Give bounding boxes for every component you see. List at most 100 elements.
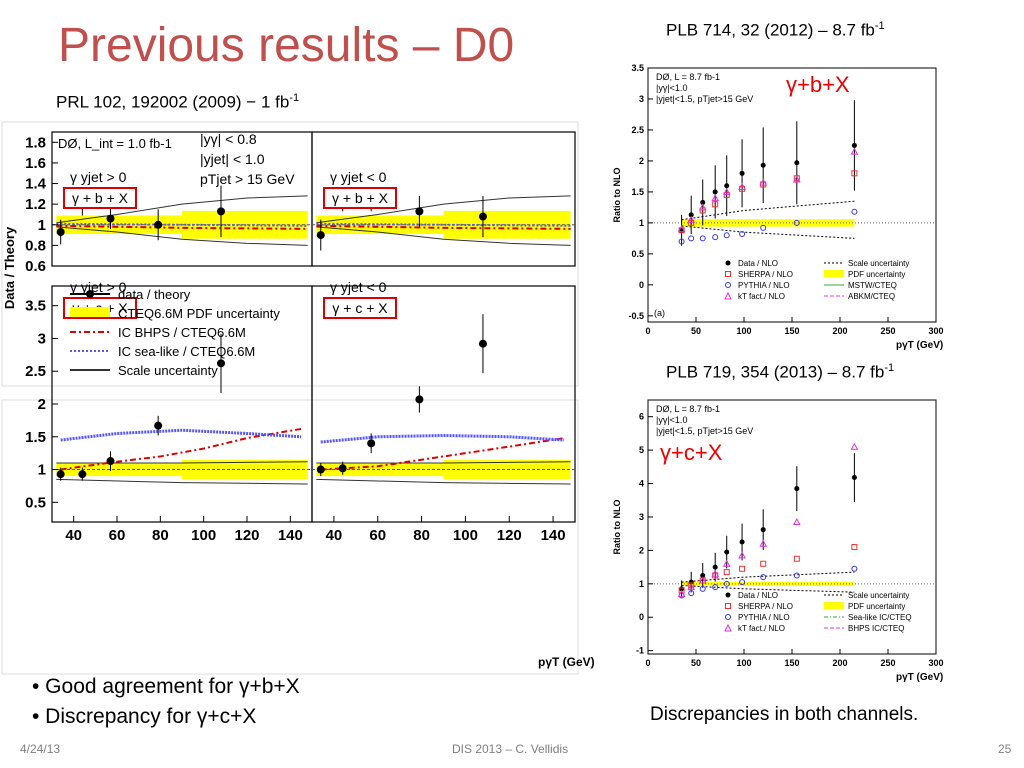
legend-entry: MSTW/CTEQ — [848, 281, 897, 290]
ic-bhps-curve — [316, 224, 571, 230]
pythia-point — [760, 574, 767, 581]
info-line: |yγ|<1.0 — [656, 415, 687, 425]
info-line: |yγ|<1.0 — [656, 83, 687, 93]
sherpa-point — [723, 569, 730, 576]
legend-entry: kT fact./ NLO — [738, 624, 785, 633]
data-point — [851, 475, 857, 481]
kt-point — [722, 187, 731, 195]
legend-marker — [725, 614, 731, 620]
data-point — [739, 539, 745, 545]
sherpa-point — [699, 207, 706, 214]
footer-date: 4/24/13 — [20, 742, 61, 756]
data-point — [316, 231, 325, 240]
scale-uncertainty-curve — [56, 461, 308, 464]
scale-uncertainty-curve — [316, 226, 571, 246]
x-tick-label: 150 — [784, 658, 799, 668]
data-point — [724, 549, 730, 555]
channel-tag-box — [323, 187, 397, 209]
data-point — [56, 470, 65, 479]
y-tick-label: 0.6 — [25, 258, 46, 275]
data-point — [316, 465, 325, 474]
rapidity-label: γ yjet < 0 — [330, 279, 387, 295]
x-tick-label: 250 — [880, 326, 895, 336]
y-tick-label: 1.4 — [25, 176, 47, 193]
panel-frame — [311, 285, 576, 523]
y-tick-label: 5 — [639, 445, 644, 455]
legend-entry: CTEQ6.6M PDF uncertainty — [118, 306, 280, 321]
rapidity-label: γ yjet < 0 — [330, 169, 387, 185]
y-tick-label: 1.5 — [631, 187, 644, 197]
rapidity-label: γ yjet > 0 — [70, 279, 127, 295]
scale-uncertainty-curve — [681, 225, 855, 239]
y-axis-label: Data / Theory — [2, 226, 17, 309]
kt-point — [850, 442, 859, 450]
y-tick-label: 1.5 — [25, 429, 46, 446]
legend-entry: BHPS IC/CTEQ — [848, 624, 904, 633]
data-point — [338, 464, 347, 473]
legend-entry: PYTHIA / NLO — [738, 613, 790, 622]
bullet-item: • Good agreement for γ+b+X — [32, 675, 300, 698]
reference-right-top-sup: -1 — [874, 20, 885, 32]
pythia-point — [678, 238, 685, 245]
x-tick-label: 120 — [497, 527, 522, 544]
y-tick-label: 0.8 — [25, 237, 46, 254]
data-point — [739, 170, 745, 176]
pythia-point — [851, 208, 858, 215]
reference-right-top-text: PLB 714, 32 (2012) – 8.7 fb — [666, 20, 875, 40]
x-tick-label: 60 — [369, 527, 386, 544]
x-tick-label: 200 — [832, 326, 847, 336]
data-point — [724, 183, 730, 189]
sherpa-point — [723, 192, 730, 198]
pythia-point — [699, 235, 706, 242]
x-tick-label: 300 — [928, 658, 943, 668]
info-line: |yjet|<1.5, pTjet>15 GeV — [656, 94, 753, 104]
data-point — [712, 564, 718, 570]
x-tick-label: 0 — [645, 326, 650, 336]
x-tick-label: 50 — [691, 326, 701, 336]
x-tick-label: 250 — [880, 658, 895, 668]
kt-point — [687, 215, 696, 223]
x-axis-label: pγT (GeV) — [896, 340, 943, 351]
data-point — [794, 486, 800, 492]
plot-frame — [647, 67, 937, 323]
x-axis-label: pγT (GeV) — [896, 672, 943, 683]
info-line: DØ, L = 8.7 fb-1 — [656, 404, 720, 414]
y-tick-label: 2.5 — [25, 363, 46, 380]
pythia-point — [723, 580, 730, 587]
sherpa-point — [688, 219, 695, 226]
x-tick-label: 100 — [736, 326, 751, 336]
y-tick-label: 0 — [639, 280, 644, 290]
pythia-point — [793, 572, 800, 579]
legend-entry: Data / NLO — [738, 259, 778, 268]
pythia-point — [712, 234, 719, 241]
y-tick-label: 3 — [639, 512, 644, 522]
sherpa-point — [688, 582, 695, 589]
legend-entry: ABKM/CTEQ — [848, 292, 895, 301]
pythia-point — [739, 231, 746, 238]
scale-uncertainty-curve — [316, 195, 571, 224]
scale-uncertainty-curve — [56, 226, 308, 246]
y-tick-label: 1.2 — [25, 196, 46, 213]
cut-label: |yjet| < 1.0 — [200, 151, 265, 167]
y-tick-label: -1 — [636, 646, 644, 656]
left-figure: 0.6 0.8 1 1.2 1.4 1.6 1.8 γ + b + X γ yjet > 0 γ … — [1, 121, 595, 675]
x-tick-label: 300 — [928, 326, 943, 336]
x-tick-label: 200 — [832, 658, 847, 668]
data-point — [478, 339, 487, 348]
reference-right-bottom: PLB 719, 354 (2013) – 8.7 fb-1 — [666, 362, 894, 383]
legend-entry: Sea-like IC/CTEQ — [848, 613, 912, 622]
data-point — [760, 162, 766, 168]
ic-bhps-curve — [320, 437, 565, 471]
x-tick-label: 100 — [191, 527, 216, 544]
pythia-point — [739, 579, 746, 586]
sherpa-point — [851, 170, 858, 177]
kt-point — [759, 539, 768, 547]
x-tick-label: 40 — [65, 527, 82, 544]
y-tick-label: 2.5 — [631, 125, 644, 135]
bullet-list: • Good agreement for γ+b+X • Discrepancy… — [32, 672, 300, 732]
reference-right-bottom-sup: -1 — [884, 362, 895, 374]
channel-tag: γ+b+X — [786, 72, 850, 97]
legend-marker — [725, 271, 731, 277]
kt-point — [711, 194, 720, 202]
data-point — [154, 220, 163, 229]
